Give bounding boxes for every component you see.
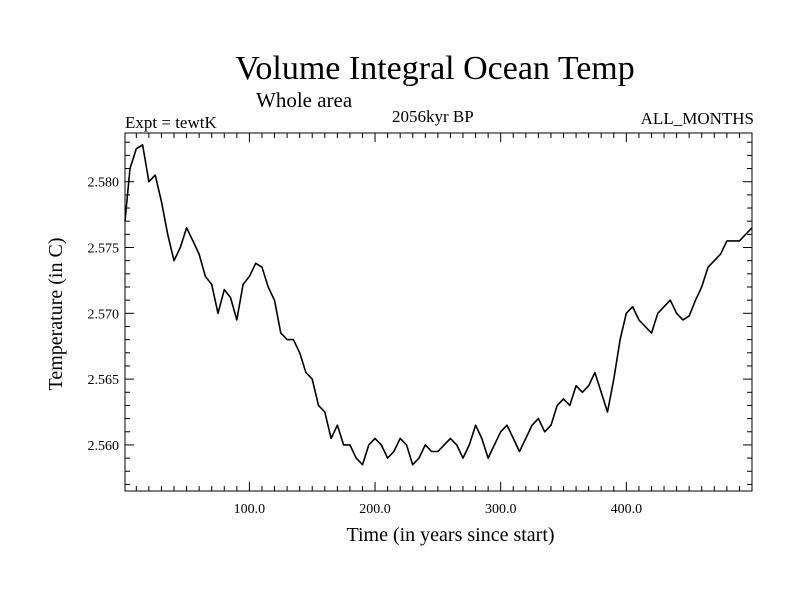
y-tick-label: 2.575: [88, 242, 120, 257]
x-tick-label: 200.0: [359, 502, 391, 517]
experiment-label: Expt = tewtK: [125, 113, 217, 132]
y-axis-title: Temperature (in C): [45, 238, 67, 391]
chart-title: Volume Integral Ocean Temp: [235, 50, 635, 87]
period-label: ALL_MONTHS: [640, 109, 754, 128]
y-tick-label: 2.570: [88, 307, 120, 322]
y-tick-label: 2.560: [88, 439, 120, 454]
series-line: [124, 144, 753, 466]
x-tick-label: 100.0: [234, 502, 266, 517]
y-tick-label: 2.565: [88, 373, 120, 388]
y-tick-label: 2.580: [88, 176, 120, 191]
date-label: 2056kyr BP: [392, 107, 474, 126]
plot-frame: [124, 132, 753, 492]
chart-subtitle: Whole area: [256, 88, 353, 112]
x-tick-label: 400.0: [611, 502, 643, 517]
x-axis-title: Time (in years since start): [346, 524, 554, 546]
x-tick-label: 300.0: [485, 502, 517, 517]
